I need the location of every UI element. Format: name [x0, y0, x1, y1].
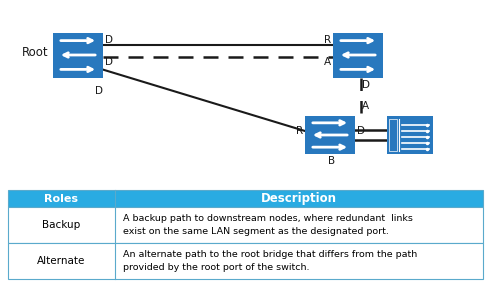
Text: D: D: [362, 80, 370, 89]
Text: A: A: [324, 57, 331, 67]
Text: A backup path to downstream nodes, where redundant  links
exist on the same LAN : A backup path to downstream nodes, where…: [123, 214, 413, 236]
Text: D: D: [105, 57, 113, 67]
Text: A: A: [362, 101, 369, 111]
Bar: [8, 207, 483, 243]
Text: An alternate path to the root bridge that differs from the path
provided by the : An alternate path to the root bridge tha…: [123, 250, 417, 272]
Bar: [53, 33, 103, 78]
Text: Alternate: Alternate: [37, 256, 86, 266]
Text: B: B: [328, 156, 335, 166]
Bar: [333, 33, 383, 78]
Text: R: R: [296, 126, 303, 136]
Text: D: D: [95, 85, 103, 95]
Text: Root: Root: [23, 46, 49, 59]
Text: D: D: [105, 35, 113, 45]
Bar: [305, 116, 355, 154]
Bar: [8, 243, 483, 279]
Text: Description: Description: [261, 192, 337, 205]
Bar: [389, 119, 397, 151]
Bar: [8, 190, 483, 207]
Text: R: R: [324, 35, 331, 45]
Text: D: D: [357, 126, 365, 136]
Text: Backup: Backup: [42, 220, 81, 230]
Text: Roles: Roles: [45, 194, 79, 203]
Bar: [387, 116, 433, 154]
